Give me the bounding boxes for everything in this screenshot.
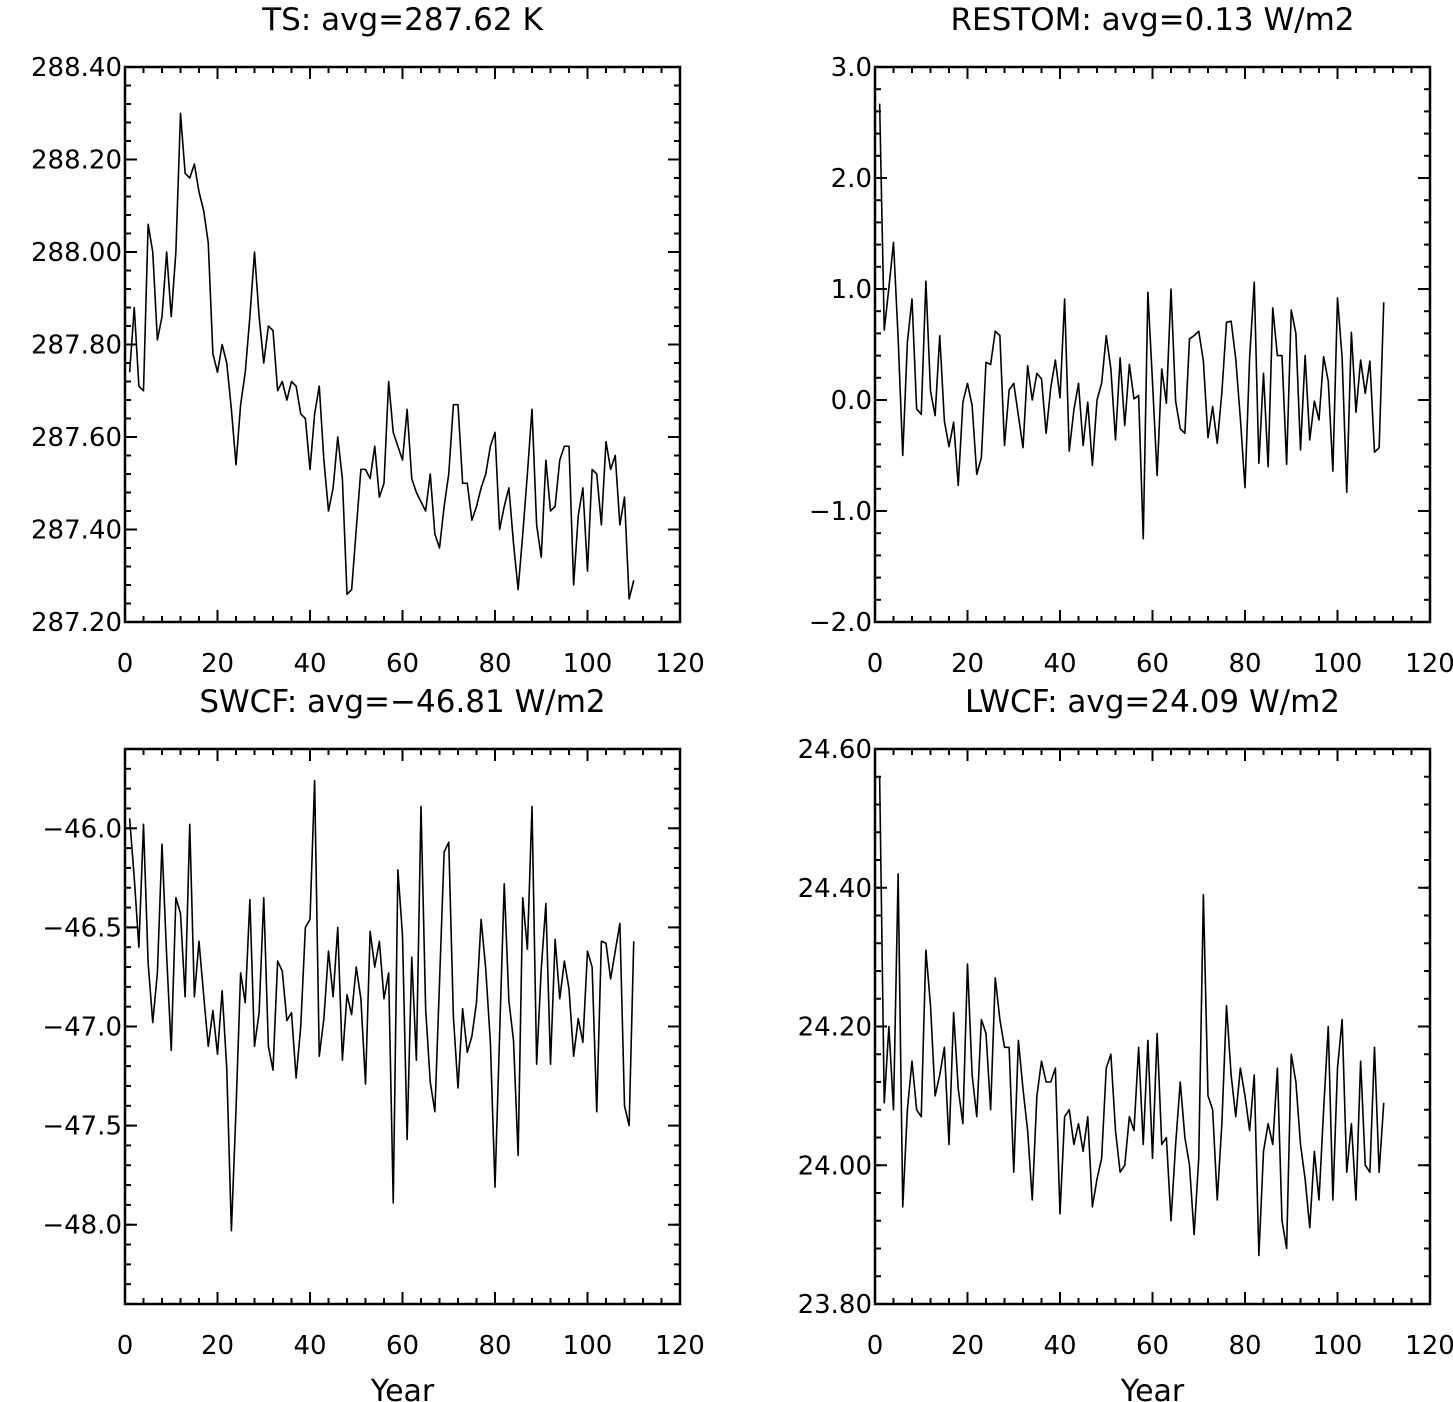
restom-y-tick-label: −2.0 bbox=[809, 608, 872, 638]
swcf-x-tick-label: 60 bbox=[386, 1331, 419, 1361]
swcf-y-tick-label: −46.5 bbox=[42, 913, 122, 943]
swcf-panel: SWCF: avg=−46.81 W/m2 0 20 40 60 80 100 120 −48.… bbox=[42, 684, 705, 1402]
restom-y-tick-label: 0.0 bbox=[831, 386, 872, 416]
ts-x-tick-label: 100 bbox=[563, 649, 613, 679]
ts-x-tick-label: 120 bbox=[655, 649, 705, 679]
ts-y-tick-label: 287.80 bbox=[31, 331, 122, 361]
lwcf-x-tick-label: 80 bbox=[1228, 1331, 1261, 1361]
restom-y-tick-label: 1.0 bbox=[831, 275, 872, 305]
lwcf-y-tick-label: 23.80 bbox=[798, 1290, 872, 1320]
lwcf-x-tick-label: 100 bbox=[1313, 1331, 1363, 1361]
lwcf-title: LWCF: avg=24.09 W/m2 bbox=[965, 684, 1340, 720]
restom-y-tick-label: −1.0 bbox=[809, 497, 872, 527]
ts-x-tick-label: 40 bbox=[293, 649, 326, 679]
restom-x-tick-label: 20 bbox=[951, 649, 984, 679]
restom-x-tick-label: 0 bbox=[867, 649, 884, 679]
ts-panel: TS: avg=287.62 K 0 20 40 60 80 100 120 287.20 287… bbox=[31, 2, 705, 679]
lwcf-x-tick-label: 40 bbox=[1043, 1331, 1076, 1361]
lwcf-series-line bbox=[878, 776, 1385, 1257]
restom-panel: RESTOM: avg=0.13 W/m2 0 20 40 60 80 100 120 −2.0… bbox=[809, 2, 1453, 679]
swcf-x-tick-label: 20 bbox=[201, 1331, 234, 1361]
swcf-y-tick-label: −46.0 bbox=[42, 814, 122, 844]
swcf-y-tick-label: −47.5 bbox=[42, 1112, 122, 1142]
lwcf-y-tick-label: 24.00 bbox=[798, 1151, 872, 1181]
restom-x-tick-label: 60 bbox=[1136, 649, 1169, 679]
swcf-x-tick-label: 80 bbox=[478, 1331, 511, 1361]
ts-y-tick-label: 287.40 bbox=[31, 516, 122, 546]
ts-x-tick-label: 60 bbox=[386, 649, 419, 679]
restom-x-tick-label: 40 bbox=[1043, 649, 1076, 679]
swcf-x-tick-label: 120 bbox=[655, 1331, 705, 1361]
restom-series-line bbox=[878, 103, 1385, 540]
swcf-series-line bbox=[128, 779, 635, 1232]
ts-x-tick-label: 0 bbox=[117, 649, 134, 679]
ts-series-line bbox=[128, 112, 635, 600]
restom-x-tick-label: 100 bbox=[1313, 649, 1363, 679]
restom-x-tick-label: 120 bbox=[1405, 649, 1453, 679]
ts-y-tick-label: 288.20 bbox=[31, 146, 122, 176]
restom-x-tick-label: 80 bbox=[1228, 649, 1261, 679]
lwcf-y-tick-label: 24.40 bbox=[798, 874, 872, 904]
ts-x-tick-label: 20 bbox=[201, 649, 234, 679]
lwcf-plot-frame bbox=[873, 747, 1432, 1306]
lwcf-x-axis-label: Year bbox=[1120, 1374, 1185, 1402]
swcf-title: SWCF: avg=−46.81 W/m2 bbox=[199, 684, 605, 720]
ts-title: TS: avg=287.62 K bbox=[261, 2, 543, 38]
swcf-x-tick-label: 100 bbox=[563, 1331, 613, 1361]
swcf-y-tick-label: −48.0 bbox=[42, 1211, 122, 1241]
lwcf-x-tick-label: 0 bbox=[867, 1331, 884, 1361]
swcf-y-tick-label: −47.0 bbox=[42, 1013, 122, 1043]
lwcf-x-tick-label: 120 bbox=[1405, 1331, 1453, 1361]
restom-y-tick-label: 3.0 bbox=[831, 53, 872, 83]
lwcf-panel: LWCF: avg=24.09 W/m2 0 20 40 60 80 100 120 23.80… bbox=[798, 684, 1453, 1402]
ts-plot-frame bbox=[123, 65, 682, 624]
ts-y-tick-label: 288.00 bbox=[31, 238, 122, 268]
swcf-x-tick-label: 40 bbox=[293, 1331, 326, 1361]
restom-title: RESTOM: avg=0.13 W/m2 bbox=[950, 2, 1354, 38]
restom-plot-frame bbox=[873, 65, 1432, 624]
lwcf-y-tick-label: 24.20 bbox=[798, 1013, 872, 1043]
lwcf-x-tick-label: 60 bbox=[1136, 1331, 1169, 1361]
lwcf-x-tick-label: 20 bbox=[951, 1331, 984, 1361]
swcf-plot-frame bbox=[123, 747, 682, 1306]
swcf-x-axis-label: Year bbox=[370, 1374, 435, 1402]
ts-y-tick-label: 288.40 bbox=[31, 53, 122, 83]
lwcf-y-tick-label: 24.60 bbox=[798, 735, 872, 765]
ts-y-tick-label: 287.60 bbox=[31, 423, 122, 453]
ts-y-tick-label: 287.20 bbox=[31, 608, 122, 638]
restom-y-tick-label: 2.0 bbox=[831, 164, 872, 194]
swcf-x-tick-label: 0 bbox=[117, 1331, 134, 1361]
ts-x-tick-label: 80 bbox=[478, 649, 511, 679]
